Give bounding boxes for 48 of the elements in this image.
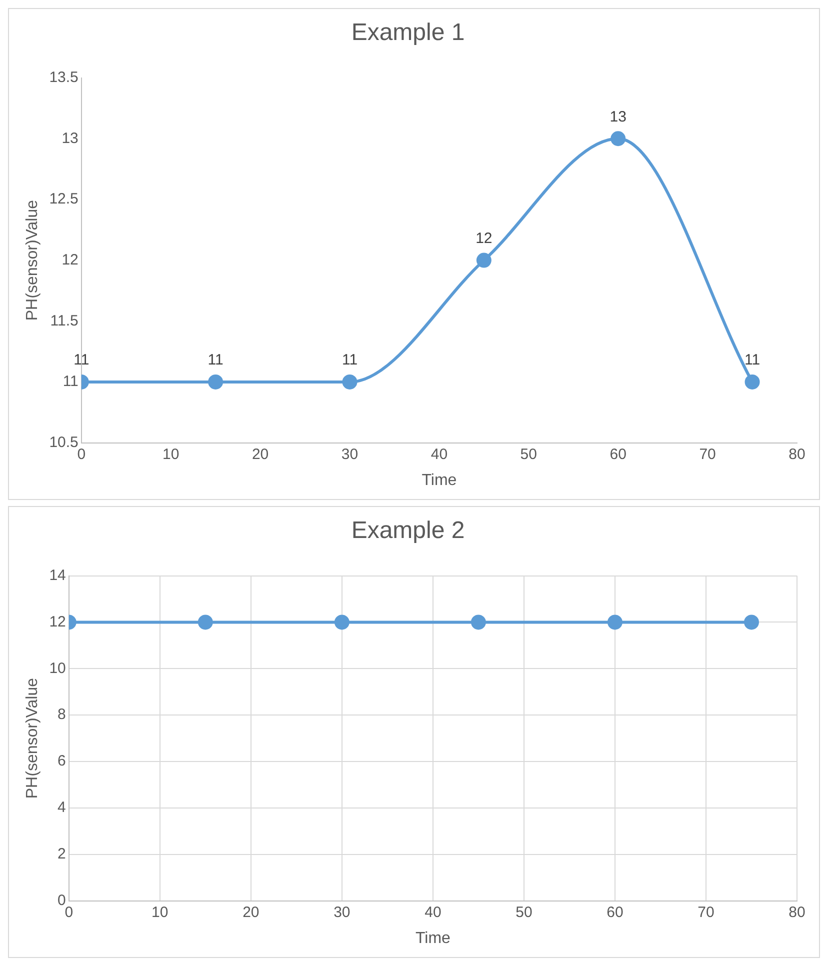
data-label: 13 — [610, 108, 626, 126]
point — [342, 374, 358, 390]
y-tick-label: 10 — [49, 660, 66, 677]
point — [476, 252, 492, 268]
chart-title: Example 2 — [351, 517, 465, 544]
x-tick-label: 10 — [162, 446, 180, 463]
y-tick-label: 6 — [58, 752, 66, 770]
y-axis-title: PH(sensor)Value — [24, 200, 42, 321]
x-tick-label: 80 — [788, 446, 806, 463]
x-tick-label: 40 — [424, 904, 442, 921]
data-label: 11 — [342, 352, 358, 369]
y-tick-label: 13 — [62, 130, 78, 147]
y-tick-label: 2 — [58, 846, 66, 863]
y-tick-label: 10.5 — [49, 434, 78, 451]
x-tick-label: 30 — [334, 904, 350, 921]
x-tick-label: 60 — [610, 446, 626, 463]
x-tick-label: 60 — [606, 904, 624, 921]
y-tick-label: 4 — [58, 799, 66, 816]
y-tick-label: 11.5 — [50, 312, 78, 330]
x-tick-label: 80 — [788, 904, 806, 921]
point — [744, 374, 760, 390]
x-tick-label: 50 — [516, 904, 532, 921]
x-tick-label: 20 — [242, 904, 260, 921]
y-tick-label: 8 — [58, 706, 66, 724]
data-label: 11 — [74, 352, 90, 369]
y-tick-label: 12 — [62, 251, 78, 268]
point — [208, 374, 224, 390]
x-tick-label: 50 — [520, 446, 537, 463]
y-tick-label: 12 — [49, 613, 66, 630]
data-label: 11 — [208, 352, 224, 369]
y-axis-title: PH(sensor)Value — [24, 678, 42, 799]
y-tick-label: 13.5 — [49, 68, 78, 86]
x-tick-label: 70 — [698, 904, 714, 921]
x-axis-title: Time — [415, 930, 451, 947]
x-tick-label: 20 — [252, 446, 269, 463]
x-tick-label: 40 — [430, 446, 448, 463]
x-tick-label: 10 — [152, 904, 168, 921]
data-label: 11 — [744, 352, 760, 369]
data-label: 12 — [476, 230, 492, 247]
y-tick-label: 11 — [62, 373, 78, 390]
y-tick-label: 14 — [49, 566, 66, 584]
x-axis-title: Time — [422, 472, 457, 489]
x-tick-label: 70 — [699, 446, 716, 463]
chart-title: Example 1 — [351, 19, 465, 46]
point — [610, 131, 626, 146]
x-tick-label: 30 — [341, 446, 358, 463]
y-tick-label: 12.5 — [49, 190, 78, 208]
y-tick-label: 0 — [58, 892, 66, 909]
